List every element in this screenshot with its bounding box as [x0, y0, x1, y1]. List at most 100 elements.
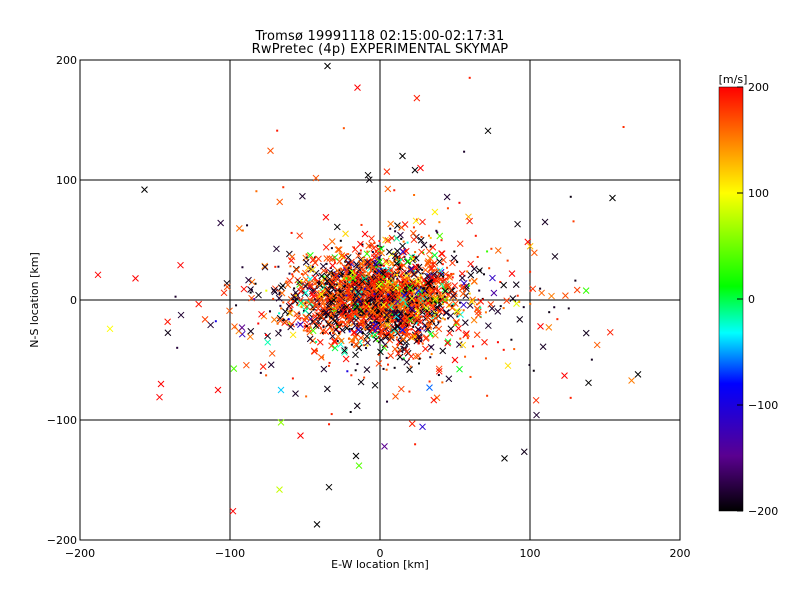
data-point-x: [329, 332, 336, 340]
data-point-x: [487, 300, 495, 308]
data-point-dot: [553, 306, 556, 309]
data-point-dot: [404, 334, 407, 337]
data-point-dot: [339, 283, 342, 286]
data-point-x: [346, 293, 354, 301]
data-point-x: [429, 261, 437, 268]
data-point-dot: [418, 340, 421, 343]
data-point-dot: [468, 76, 471, 79]
data-point-dot: [348, 271, 351, 274]
data-point-dot: [341, 274, 344, 277]
data-point-dot: [272, 297, 275, 300]
data-point-x: [395, 350, 402, 357]
data-point-dot: [302, 309, 305, 312]
data-point-dot: [325, 262, 328, 265]
data-point-x: [461, 319, 469, 326]
colorbar-tick-label: 0: [748, 293, 755, 306]
data-point-dot: [409, 289, 412, 292]
data-point-dot: [282, 186, 285, 189]
data-point-x: [425, 322, 433, 329]
data-point-dot: [288, 272, 291, 275]
data-point-dot: [351, 269, 354, 272]
data-point-dot: [468, 292, 471, 295]
data-point-x: [220, 289, 228, 297]
data-point-x: [286, 277, 293, 284]
data-point-x: [164, 329, 172, 337]
data-point-dot: [393, 329, 396, 332]
data-point-x: [248, 294, 255, 302]
data-point-x: [387, 303, 395, 311]
data-point-x: [334, 246, 342, 253]
data-point-dot: [394, 253, 397, 256]
data-point-dot: [340, 267, 343, 270]
data-point-x: [462, 292, 470, 300]
data-point-dot: [446, 293, 449, 296]
data-point-dot: [355, 296, 358, 299]
data-point-x: [287, 257, 295, 264]
data-point-x: [328, 342, 335, 350]
data-point-x: [424, 325, 432, 333]
colorbar-tick-label: −100: [748, 399, 778, 412]
data-point-dot: [359, 249, 362, 252]
data-point-dot: [390, 335, 393, 338]
data-point-dot: [406, 328, 409, 331]
data-point-x: [346, 311, 354, 319]
data-point-dot: [344, 288, 347, 291]
data-point-dot: [339, 330, 342, 333]
data-point-dot: [322, 275, 325, 278]
data-point-dot: [490, 247, 493, 250]
data-point-dot: [388, 269, 391, 272]
data-point-x: [255, 291, 262, 299]
data-point-dot: [418, 285, 421, 288]
data-point-dot: [432, 308, 435, 311]
data-point-dot: [338, 326, 341, 329]
data-point-x: [316, 338, 324, 346]
data-point-x: [431, 251, 439, 259]
data-point-dot: [499, 280, 502, 283]
data-point-x: [419, 218, 426, 226]
data-point-dot: [311, 315, 314, 318]
data-point-dot: [241, 266, 244, 269]
data-point-x: [223, 283, 231, 291]
data-point-dot: [342, 312, 345, 315]
data-point-dot: [429, 282, 432, 285]
data-point-dot: [364, 320, 367, 323]
data-point-x: [386, 248, 393, 256]
data-point-dot: [388, 308, 391, 311]
data-point-dot: [427, 288, 430, 291]
data-point-x: [435, 365, 443, 373]
y-axis-title: N-S location [km]: [28, 252, 41, 348]
data-point-x: [235, 225, 243, 232]
data-point-x: [392, 393, 399, 400]
data-point-x: [323, 255, 331, 262]
data-point-x: [404, 257, 412, 265]
data-point-highlighted: [361, 230, 369, 238]
data-point-dot: [372, 323, 375, 326]
grid-lines: [80, 60, 680, 540]
data-point-dot: [318, 293, 321, 296]
data-point-dot: [414, 299, 417, 302]
data-point-x: [339, 313, 347, 320]
data-point-dot: [401, 294, 404, 297]
data-point-x: [346, 304, 353, 311]
data-point-dot: [350, 287, 353, 290]
data-point-dot: [456, 261, 459, 264]
data-point-dot: [445, 301, 448, 304]
data-point-dot: [305, 253, 308, 256]
data-point-x: [531, 249, 538, 257]
data-point-x: [394, 222, 401, 229]
data-point-dot: [376, 295, 379, 298]
data-point-x: [345, 260, 352, 268]
data-point-dot: [452, 272, 455, 275]
data-point-highlighted: [276, 486, 283, 493]
data-point-x: [532, 396, 540, 404]
data-point-x: [243, 361, 250, 369]
data-point-dot: [390, 316, 393, 319]
data-point-x: [450, 254, 458, 262]
data-point-x: [382, 236, 389, 244]
data-point-dot: [375, 266, 378, 269]
y-tick-label: 200: [56, 54, 77, 67]
data-point-x: [333, 302, 341, 310]
data-point-dot: [453, 250, 456, 253]
data-point-dot: [479, 306, 482, 309]
data-point-x: [509, 295, 517, 302]
